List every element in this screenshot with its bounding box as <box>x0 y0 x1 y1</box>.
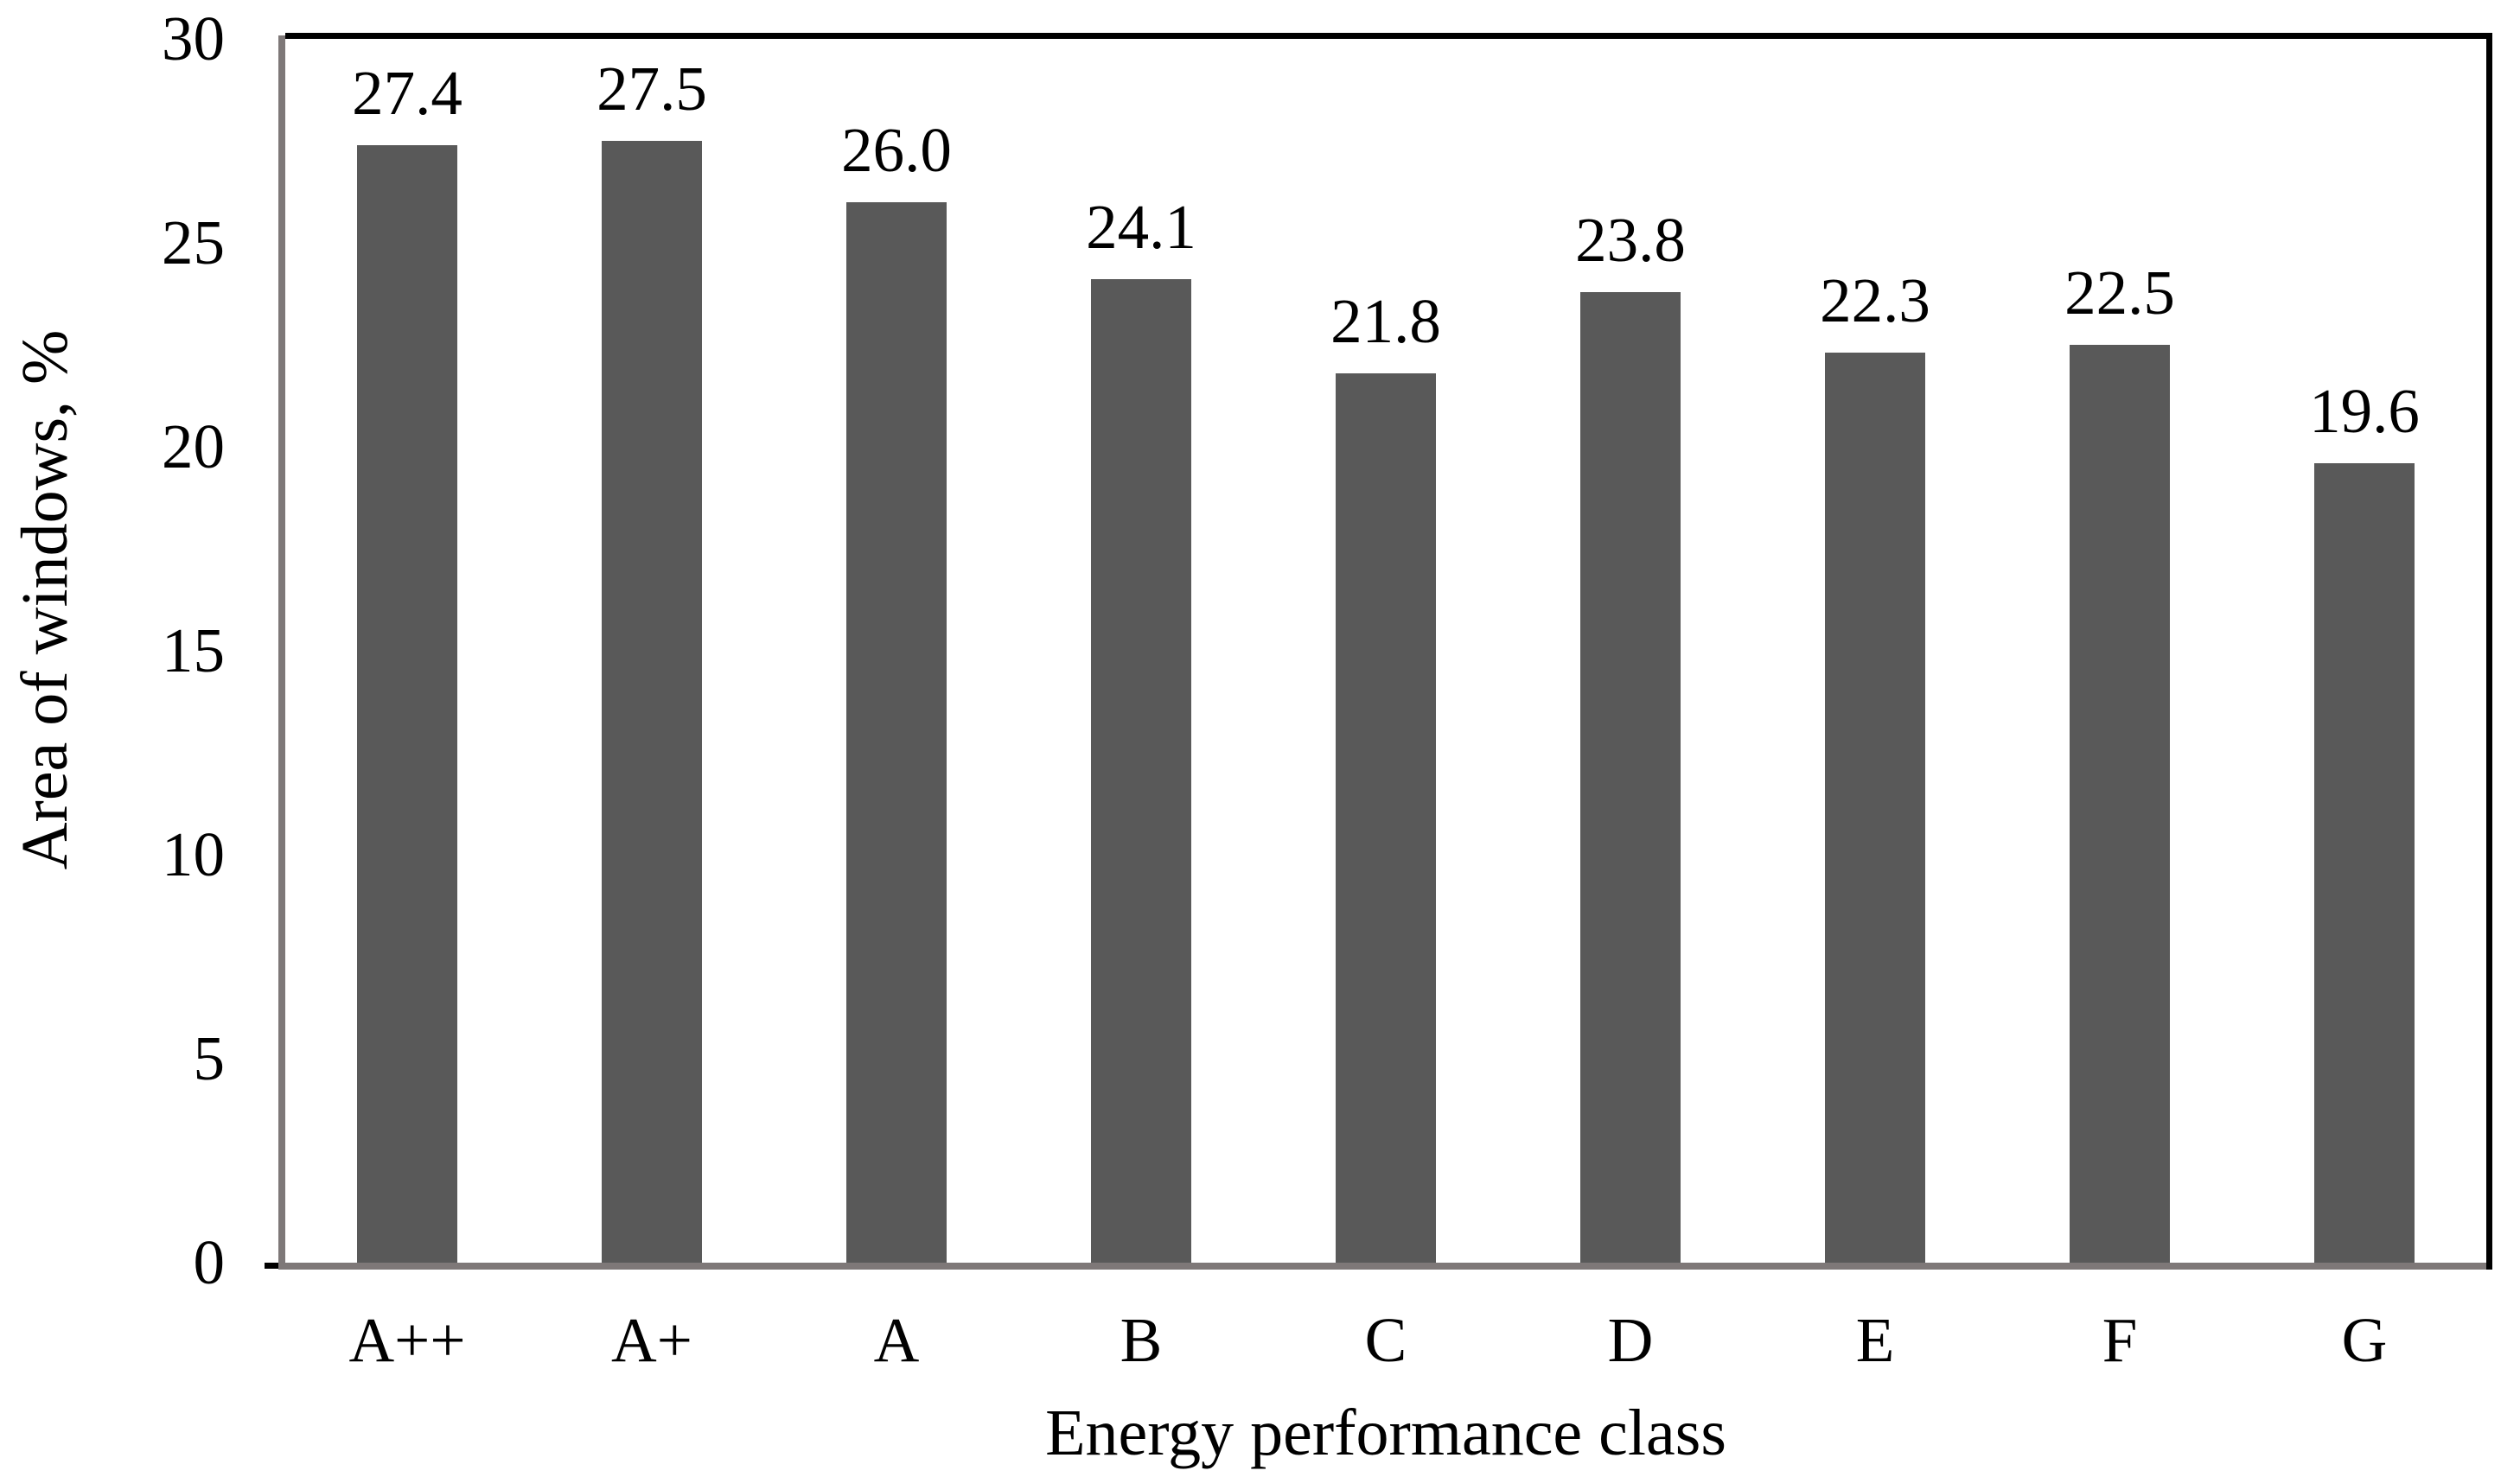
bar-value-label: 22.5 <box>2064 258 2175 328</box>
x-axis-category-label: B <box>1120 1305 1163 1375</box>
x-axis-category-label: A++ <box>348 1305 466 1375</box>
bar <box>2070 345 2170 1263</box>
x-axis-title: Energy performance class <box>1045 1397 1726 1469</box>
bar <box>2314 463 2415 1263</box>
bar <box>1825 353 1925 1263</box>
y-axis-tick-label: 25 <box>162 207 225 277</box>
y-axis-tick-label: 20 <box>162 411 225 481</box>
bar <box>846 202 947 1263</box>
bar-value-label: 22.3 <box>1820 265 1930 335</box>
x-axis-category-label: G <box>2341 1305 2388 1375</box>
plot-border-right <box>2486 33 2492 1270</box>
y-axis-tick-label: 5 <box>193 1023 226 1093</box>
bar-value-label: 27.5 <box>597 54 707 124</box>
x-axis-category-label: C <box>1364 1305 1407 1375</box>
y-axis-tick-label: 0 <box>193 1227 226 1297</box>
bar-value-label: 19.6 <box>2309 376 2420 446</box>
bar <box>357 145 457 1263</box>
bar <box>602 141 702 1263</box>
bar <box>1091 279 1191 1263</box>
bar <box>1336 373 1436 1263</box>
y-axis-tick-zero <box>265 1263 278 1269</box>
y-axis-tick-label: 10 <box>162 819 225 889</box>
x-axis-category-label: E <box>1855 1305 1895 1375</box>
x-axis-category-label: D <box>1607 1305 1654 1375</box>
y-axis-tick-label: 15 <box>162 615 225 685</box>
plot-border-top <box>285 33 2492 39</box>
x-axis-line <box>278 1263 2486 1270</box>
bar-value-label: 24.1 <box>1086 192 1196 262</box>
y-axis-tick-label: 30 <box>162 3 225 73</box>
bar-value-label: 21.8 <box>1330 286 1441 356</box>
bar-value-label: 26.0 <box>841 115 952 185</box>
y-axis-line <box>278 35 285 1263</box>
bar-value-label: 27.4 <box>352 58 463 128</box>
x-axis-category-label: A <box>873 1305 920 1375</box>
bar-value-label: 23.8 <box>1575 205 1686 275</box>
bar <box>1580 292 1681 1263</box>
x-axis-category-label: A+ <box>611 1305 692 1375</box>
x-axis-category-label: F <box>2102 1305 2138 1375</box>
